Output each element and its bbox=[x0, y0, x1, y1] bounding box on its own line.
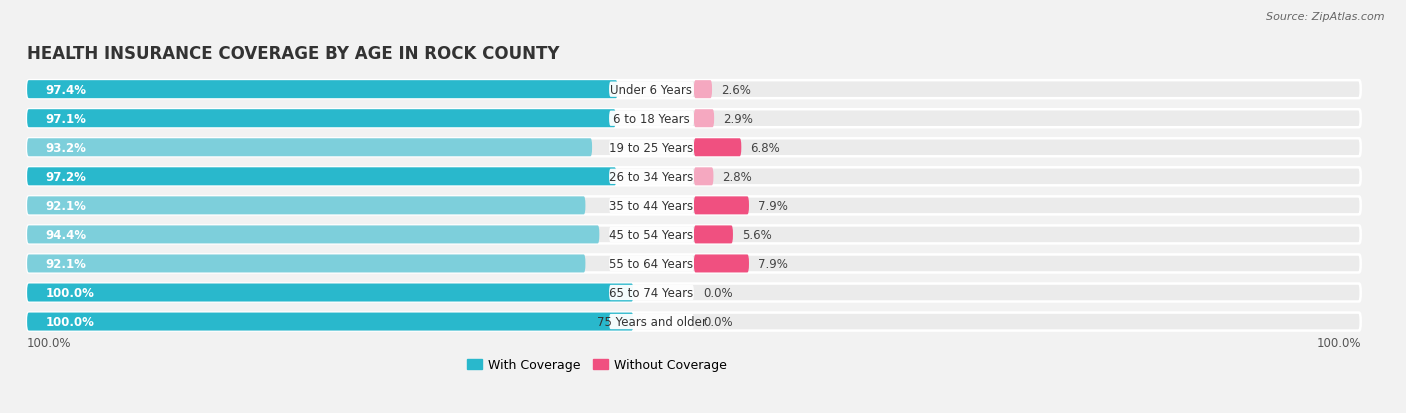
FancyBboxPatch shape bbox=[609, 256, 695, 271]
FancyBboxPatch shape bbox=[609, 111, 695, 126]
FancyBboxPatch shape bbox=[27, 197, 585, 215]
FancyBboxPatch shape bbox=[27, 139, 1361, 157]
FancyBboxPatch shape bbox=[609, 169, 695, 185]
FancyBboxPatch shape bbox=[27, 139, 592, 157]
FancyBboxPatch shape bbox=[695, 255, 749, 273]
FancyBboxPatch shape bbox=[27, 313, 1361, 331]
FancyBboxPatch shape bbox=[27, 284, 633, 302]
Text: 19 to 25 Years: 19 to 25 Years bbox=[609, 141, 693, 154]
FancyBboxPatch shape bbox=[27, 197, 1361, 215]
Text: 93.2%: 93.2% bbox=[45, 141, 86, 154]
Text: 45 to 54 Years: 45 to 54 Years bbox=[609, 228, 693, 241]
FancyBboxPatch shape bbox=[27, 110, 616, 128]
FancyBboxPatch shape bbox=[609, 140, 695, 156]
Text: 55 to 64 Years: 55 to 64 Years bbox=[609, 257, 693, 270]
FancyBboxPatch shape bbox=[609, 314, 695, 330]
Text: 7.9%: 7.9% bbox=[758, 199, 787, 212]
FancyBboxPatch shape bbox=[27, 226, 1361, 244]
Text: 97.2%: 97.2% bbox=[45, 171, 86, 183]
FancyBboxPatch shape bbox=[609, 227, 695, 242]
Text: 100.0%: 100.0% bbox=[45, 315, 94, 328]
FancyBboxPatch shape bbox=[27, 284, 1361, 302]
FancyBboxPatch shape bbox=[695, 226, 733, 244]
Text: 65 to 74 Years: 65 to 74 Years bbox=[609, 286, 693, 299]
FancyBboxPatch shape bbox=[27, 168, 616, 186]
FancyBboxPatch shape bbox=[609, 285, 695, 300]
Text: Under 6 Years: Under 6 Years bbox=[610, 83, 693, 97]
Text: 5.6%: 5.6% bbox=[742, 228, 772, 241]
FancyBboxPatch shape bbox=[695, 110, 714, 128]
FancyBboxPatch shape bbox=[695, 197, 749, 215]
Text: 6 to 18 Years: 6 to 18 Years bbox=[613, 112, 690, 126]
Text: 100.0%: 100.0% bbox=[1316, 336, 1361, 349]
Text: 97.4%: 97.4% bbox=[45, 83, 86, 97]
FancyBboxPatch shape bbox=[27, 255, 1361, 273]
FancyBboxPatch shape bbox=[609, 82, 695, 97]
FancyBboxPatch shape bbox=[27, 110, 1361, 128]
Text: 94.4%: 94.4% bbox=[45, 228, 86, 241]
Text: 26 to 34 Years: 26 to 34 Years bbox=[609, 171, 693, 183]
Text: 92.1%: 92.1% bbox=[45, 199, 86, 212]
FancyBboxPatch shape bbox=[695, 139, 741, 157]
Text: 7.9%: 7.9% bbox=[758, 257, 787, 270]
Legend: With Coverage, Without Coverage: With Coverage, Without Coverage bbox=[461, 354, 733, 377]
Text: 100.0%: 100.0% bbox=[45, 286, 94, 299]
FancyBboxPatch shape bbox=[695, 168, 713, 186]
Text: 92.1%: 92.1% bbox=[45, 257, 86, 270]
Text: 0.0%: 0.0% bbox=[703, 315, 733, 328]
FancyBboxPatch shape bbox=[27, 81, 1361, 99]
Text: 97.1%: 97.1% bbox=[45, 112, 86, 126]
Text: 0.0%: 0.0% bbox=[703, 286, 733, 299]
Text: 6.8%: 6.8% bbox=[751, 141, 780, 154]
Text: 75 Years and older: 75 Years and older bbox=[596, 315, 706, 328]
FancyBboxPatch shape bbox=[27, 168, 1361, 186]
FancyBboxPatch shape bbox=[609, 198, 695, 214]
Text: 100.0%: 100.0% bbox=[27, 336, 72, 349]
Text: 2.9%: 2.9% bbox=[723, 112, 754, 126]
Text: Source: ZipAtlas.com: Source: ZipAtlas.com bbox=[1267, 12, 1385, 22]
FancyBboxPatch shape bbox=[27, 255, 585, 273]
Text: HEALTH INSURANCE COVERAGE BY AGE IN ROCK COUNTY: HEALTH INSURANCE COVERAGE BY AGE IN ROCK… bbox=[27, 45, 560, 62]
Text: 2.6%: 2.6% bbox=[721, 83, 751, 97]
FancyBboxPatch shape bbox=[695, 81, 711, 99]
Text: 35 to 44 Years: 35 to 44 Years bbox=[609, 199, 693, 212]
FancyBboxPatch shape bbox=[27, 313, 633, 331]
FancyBboxPatch shape bbox=[27, 81, 617, 99]
FancyBboxPatch shape bbox=[27, 226, 599, 244]
Text: 2.8%: 2.8% bbox=[723, 171, 752, 183]
